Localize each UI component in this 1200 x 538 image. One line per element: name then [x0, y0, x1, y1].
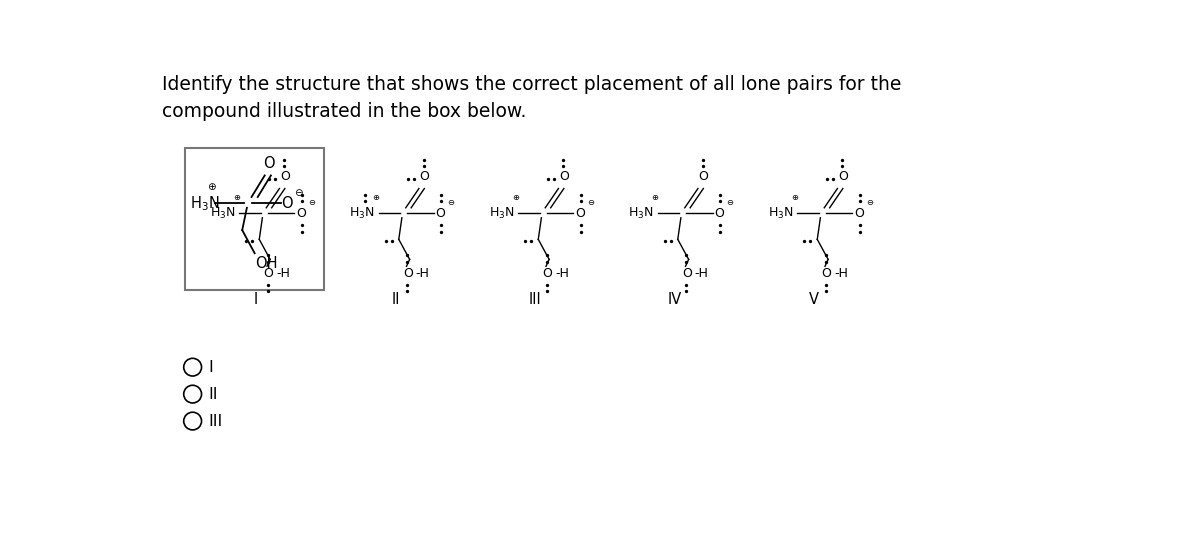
- Circle shape: [184, 385, 202, 403]
- Text: $\ominus$: $\ominus$: [587, 198, 595, 207]
- Text: O: O: [854, 207, 864, 220]
- Text: I: I: [254, 292, 258, 307]
- Text: -H: -H: [276, 267, 290, 280]
- Circle shape: [184, 412, 202, 430]
- Text: H$_3$N: H$_3$N: [768, 206, 793, 221]
- Text: H$_3$N: H$_3$N: [349, 206, 374, 221]
- Text: $\oplus$: $\oplus$: [511, 193, 520, 202]
- Text: H$_3$N: H$_3$N: [488, 206, 515, 221]
- Text: $\ominus$: $\ominus$: [294, 187, 304, 198]
- Text: IV: IV: [667, 292, 682, 307]
- Text: O: O: [682, 267, 692, 280]
- Text: $\ominus$: $\ominus$: [448, 198, 456, 207]
- Text: O: O: [822, 267, 832, 280]
- Text: O: O: [698, 171, 708, 183]
- Text: II: II: [208, 387, 217, 402]
- Text: O: O: [559, 171, 569, 183]
- Text: III: III: [208, 414, 222, 429]
- Text: -H: -H: [416, 267, 430, 280]
- Text: II: II: [391, 292, 400, 307]
- Text: $\oplus$: $\oplus$: [372, 193, 380, 202]
- Text: O: O: [420, 171, 430, 183]
- Text: H$_3$N: H$_3$N: [191, 194, 220, 213]
- Text: V: V: [809, 292, 820, 307]
- Text: -H: -H: [834, 267, 848, 280]
- Text: compound illustrated in the box below.: compound illustrated in the box below.: [162, 102, 526, 121]
- Text: III: III: [529, 292, 541, 307]
- Text: H$_3$N: H$_3$N: [210, 206, 235, 221]
- Text: $\oplus$: $\oplus$: [791, 193, 799, 202]
- Text: O: O: [264, 267, 274, 280]
- Text: $\oplus$: $\oplus$: [208, 181, 217, 192]
- Text: Identify the structure that shows the correct placement of all lone pairs for th: Identify the structure that shows the co…: [162, 75, 901, 94]
- Text: H$_3$N: H$_3$N: [628, 206, 654, 221]
- Text: O: O: [403, 267, 413, 280]
- Text: O: O: [838, 171, 847, 183]
- Text: O: O: [280, 171, 289, 183]
- Text: O: O: [542, 267, 552, 280]
- Text: O: O: [436, 207, 445, 220]
- Text: $\ominus$: $\ominus$: [308, 198, 316, 207]
- Text: -H: -H: [556, 267, 569, 280]
- Text: $\oplus$: $\oplus$: [233, 193, 241, 202]
- Text: $\ominus$: $\ominus$: [726, 198, 734, 207]
- Text: -H: -H: [695, 267, 709, 280]
- Text: O: O: [281, 196, 293, 211]
- Text: O: O: [264, 155, 275, 171]
- Bar: [185, 148, 324, 290]
- Text: O: O: [296, 207, 306, 220]
- Text: $\ominus$: $\ominus$: [866, 198, 874, 207]
- Text: OH: OH: [256, 257, 278, 272]
- Text: O: O: [715, 207, 725, 220]
- Circle shape: [184, 358, 202, 376]
- Text: $\oplus$: $\oplus$: [652, 193, 660, 202]
- Text: O: O: [575, 207, 586, 220]
- Text: I: I: [208, 360, 212, 374]
